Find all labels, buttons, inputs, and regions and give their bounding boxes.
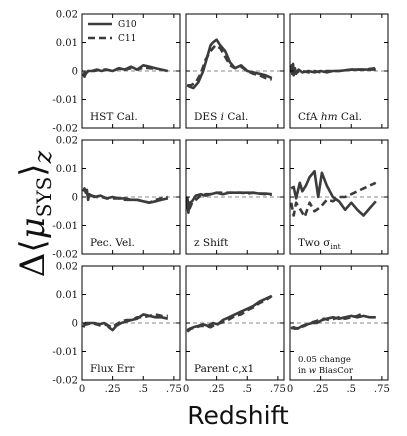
series-c11-line bbox=[289, 66, 376, 76]
y-tick-label: -0.02 bbox=[52, 376, 78, 387]
y-tick-label: 0.02 bbox=[56, 10, 78, 21]
x-tick-label: .5 bbox=[242, 384, 252, 395]
panel-label: Two σint bbox=[298, 237, 341, 251]
panel-label: Pec. Vel. bbox=[90, 237, 135, 249]
series-c11-line bbox=[82, 188, 169, 204]
x-tick-label: .25 bbox=[313, 384, 329, 395]
x-tick-label: 0 bbox=[287, 384, 293, 395]
y-tick-label: 0.01 bbox=[56, 290, 78, 301]
x-tick-label: .5 bbox=[346, 384, 356, 395]
x-tick-label: .25 bbox=[105, 384, 121, 395]
panel-label: CfA hm Cal. bbox=[298, 111, 362, 123]
series-c11-line bbox=[187, 44, 273, 87]
series-c11-line bbox=[185, 191, 272, 210]
ylabel-bracket: ⟩ bbox=[13, 163, 53, 176]
y-tick-label: 0.01 bbox=[56, 164, 78, 175]
y-tick-label: 0.02 bbox=[56, 262, 78, 273]
x-tick-label: 0 bbox=[183, 384, 189, 395]
panel-6: Two σint bbox=[289, 139, 389, 255]
panel-label: z Shift bbox=[194, 237, 229, 249]
y-tick-label: -0.01 bbox=[52, 95, 78, 106]
x-axis-label: Redshift bbox=[187, 401, 289, 430]
legend-label-g10: G10 bbox=[118, 20, 137, 30]
series-c11-line bbox=[290, 311, 365, 330]
series-g10-line bbox=[186, 38, 273, 90]
y-tick-label: 0 bbox=[72, 67, 78, 78]
panel-label: Flux Err bbox=[90, 363, 135, 375]
y-axis-label: Δ⟨μSYS⟩z bbox=[13, 150, 57, 277]
series-g10-line bbox=[82, 313, 169, 332]
series-c11-line bbox=[83, 313, 168, 329]
y-tick-label: -0.01 bbox=[52, 347, 78, 358]
ylabel-z: z bbox=[29, 150, 57, 164]
panel-3: CfA hm Cal. bbox=[289, 13, 389, 129]
ylabel-mu: μ bbox=[13, 217, 53, 239]
series-c11-line bbox=[186, 294, 273, 333]
ylabel-delta: Δ⟨ bbox=[13, 239, 53, 277]
panel-label: HST Cal. bbox=[90, 111, 138, 123]
y-tick-label: 0 bbox=[72, 319, 78, 330]
x-tick-label: .75 bbox=[374, 384, 390, 395]
y-tick-label: -0.02 bbox=[52, 250, 78, 261]
ylabel-sys: SYS bbox=[32, 177, 56, 218]
panel-label: 0.05 change bbox=[298, 355, 351, 365]
panel-label: DES i Cal. bbox=[194, 111, 248, 123]
x-tick-label: 0 bbox=[79, 384, 85, 395]
y-tick-label: 0 bbox=[72, 193, 78, 204]
x-tick-label: .25 bbox=[209, 384, 225, 395]
panel-5: z Shift bbox=[185, 139, 285, 255]
y-tick-label: 0.02 bbox=[56, 136, 78, 147]
series-c11-line bbox=[82, 66, 156, 76]
panel-4: 0.02 0.01 0 -0.01 -0.02 Pec. Vel. bbox=[52, 136, 181, 261]
panel-label: Parent c,x1 bbox=[194, 363, 254, 375]
series-g10-line bbox=[290, 170, 377, 217]
y-tick-label: 0.01 bbox=[56, 38, 78, 49]
x-tick-label: .5 bbox=[138, 384, 148, 395]
panel-2: DES i Cal. bbox=[185, 13, 285, 129]
y-tick-label: -0.01 bbox=[52, 221, 78, 232]
panel-8: 0 .25 .5 .75 Parent c,x1 bbox=[183, 265, 286, 395]
x-tick-label: .75 bbox=[270, 384, 286, 395]
series-g10-line bbox=[186, 294, 273, 332]
x-tick-label: .75 bbox=[166, 384, 182, 395]
legend-label-c11: C11 bbox=[118, 34, 136, 44]
panel-label-line2: in w BiasCor bbox=[298, 366, 354, 376]
y-tick-label: -0.02 bbox=[52, 124, 78, 135]
